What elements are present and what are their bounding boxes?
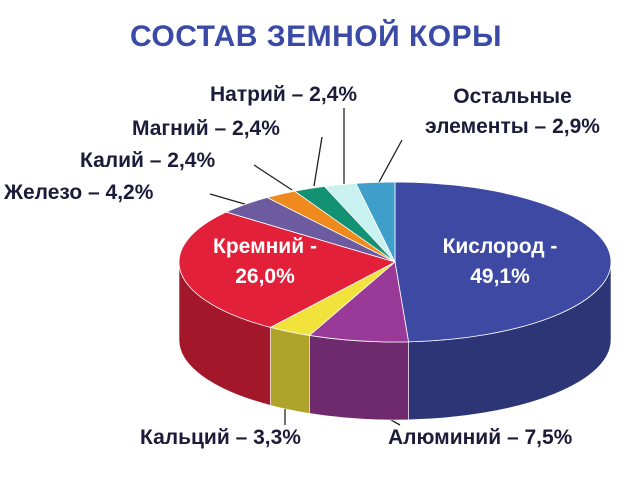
- value-label: 2,9%: [552, 115, 600, 138]
- slice: [178, 211, 397, 328]
- leader-line: [209, 193, 249, 206]
- value-label: 2,4%: [232, 117, 280, 140]
- slice-name: Кислород -: [442, 235, 558, 258]
- slice-name: Остальные элементы –: [425, 85, 572, 138]
- slice: [308, 261, 410, 343]
- slice-name: Калий –: [80, 149, 162, 172]
- leader-line: [377, 139, 403, 185]
- slice-side: [309, 335, 409, 421]
- slice-name: Кремний -: [213, 235, 317, 258]
- slice-label: Кремний - 26,0%: [190, 232, 340, 292]
- slice-name: Кальций –: [140, 426, 248, 449]
- value-label: 7,5%: [524, 426, 573, 449]
- slice-label: Калий – 2,4%: [80, 146, 215, 176]
- slice-label: Кислород - 49,1%: [420, 232, 580, 292]
- slice: [394, 181, 612, 343]
- value-label: 4,2%: [105, 181, 154, 204]
- slice-label: Магний – 2,4%: [132, 114, 280, 144]
- leader-line: [253, 164, 293, 191]
- slice-name: Алюминий –: [388, 426, 519, 449]
- value-label: 3,3%: [253, 426, 301, 449]
- slice-name: Магний –: [132, 117, 227, 140]
- leader-line: [313, 136, 323, 187]
- slice: [355, 181, 396, 263]
- value-label: 26,0%: [235, 265, 295, 288]
- slice-label: Остальные элементы – 2,9%: [400, 82, 625, 142]
- slice-label: Железо – 4,2%: [4, 178, 153, 208]
- slice-side: [270, 326, 310, 414]
- slice-label: Натрий – 2,4%: [210, 80, 357, 110]
- slice-label: Алюминий – 7,5%: [388, 423, 572, 453]
- value-label: 2,4%: [309, 83, 358, 106]
- value-label: 2,4%: [167, 149, 216, 172]
- slice-name: Натрий –: [210, 83, 304, 106]
- value-label: 49,1%: [470, 265, 530, 288]
- slice-label: Кальций – 3,3%: [140, 423, 301, 453]
- slice-name: Железо –: [4, 181, 100, 204]
- chart-title: СОСТАВ ЗЕМНОЙ КОРЫ: [130, 20, 502, 53]
